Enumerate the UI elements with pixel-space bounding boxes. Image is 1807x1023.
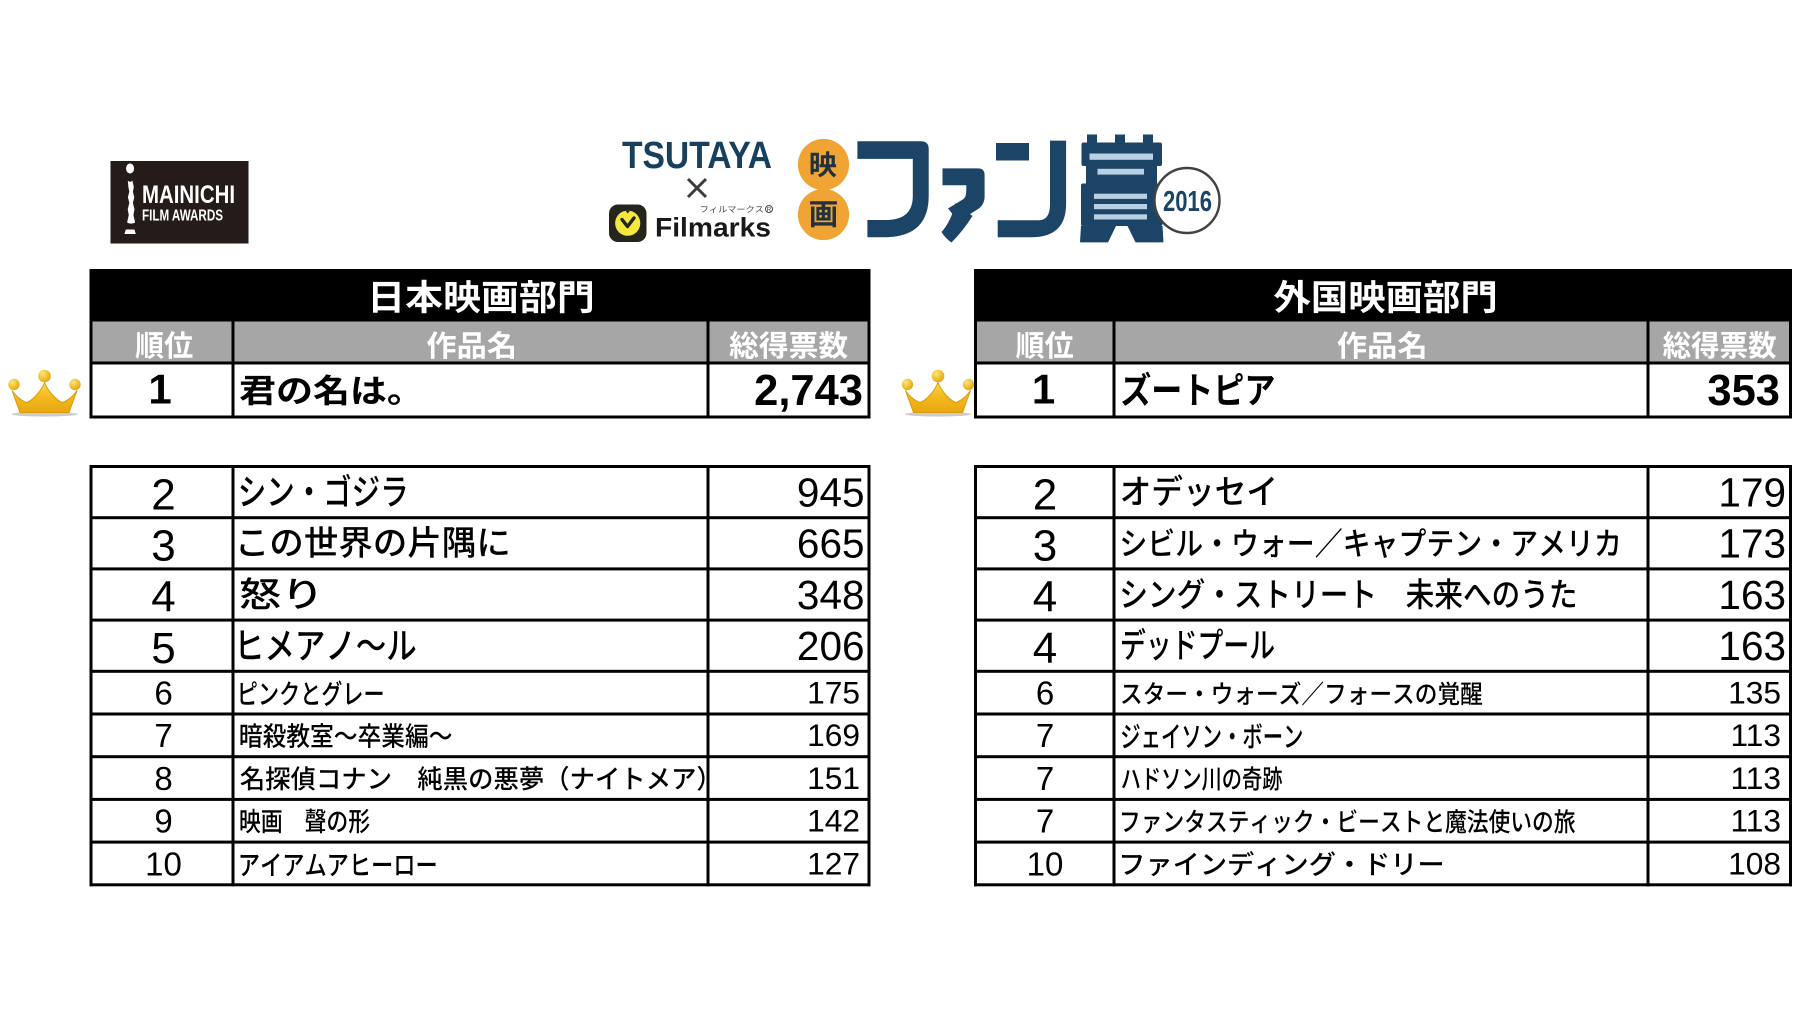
svg-text:2: 2 xyxy=(151,470,175,519)
svg-text:665: 665 xyxy=(797,521,865,567)
svg-text:8: 8 xyxy=(154,760,172,797)
svg-text:163: 163 xyxy=(1718,623,1786,669)
svg-text:9: 9 xyxy=(154,803,172,840)
svg-text:10: 10 xyxy=(1027,845,1064,882)
svg-text:7: 7 xyxy=(1036,760,1054,797)
svg-text:4: 4 xyxy=(151,573,175,622)
svg-text:4: 4 xyxy=(1033,573,1057,622)
svg-text:163: 163 xyxy=(1718,572,1786,618)
svg-text:6: 6 xyxy=(1036,675,1054,712)
svg-text:FILM AWARDS: FILM AWARDS xyxy=(142,208,223,225)
svg-text:348: 348 xyxy=(797,572,865,618)
svg-text:2: 2 xyxy=(1033,470,1057,519)
svg-text:113: 113 xyxy=(1730,717,1781,753)
svg-text:113: 113 xyxy=(1730,803,1781,839)
svg-text:2016: 2016 xyxy=(1163,186,1212,218)
svg-text:169: 169 xyxy=(807,717,860,753)
svg-text:7: 7 xyxy=(1036,803,1054,840)
svg-text:5: 5 xyxy=(151,624,175,673)
svg-text:R: R xyxy=(767,206,772,213)
svg-text:179: 179 xyxy=(1718,470,1786,516)
svg-text:135: 135 xyxy=(1728,675,1781,711)
svg-text:113: 113 xyxy=(1730,760,1781,796)
svg-text:2,743: 2,743 xyxy=(754,367,863,415)
svg-text:4: 4 xyxy=(1033,624,1057,673)
svg-text:MAINICHI: MAINICHI xyxy=(142,181,235,209)
svg-text:173: 173 xyxy=(1718,521,1786,567)
svg-text:206: 206 xyxy=(797,623,865,669)
svg-text:3: 3 xyxy=(1033,522,1057,571)
svg-text:10: 10 xyxy=(145,845,182,882)
svg-text:1: 1 xyxy=(148,366,171,413)
svg-text:142: 142 xyxy=(807,803,860,839)
svg-text:151: 151 xyxy=(807,760,860,796)
svg-text:175: 175 xyxy=(807,675,860,711)
svg-text:TSUTAYA: TSUTAYA xyxy=(622,135,772,177)
svg-text:945: 945 xyxy=(797,470,865,516)
svg-text:6: 6 xyxy=(154,675,172,712)
svg-text:3: 3 xyxy=(151,522,175,571)
svg-text:7: 7 xyxy=(1036,717,1054,754)
svg-text:7: 7 xyxy=(154,717,172,754)
svg-text:Filmarks: Filmarks xyxy=(655,213,771,243)
svg-text:127: 127 xyxy=(807,845,860,881)
svg-text:1: 1 xyxy=(1032,366,1055,413)
svg-text:108: 108 xyxy=(1728,845,1781,881)
svg-text:353: 353 xyxy=(1707,367,1780,415)
